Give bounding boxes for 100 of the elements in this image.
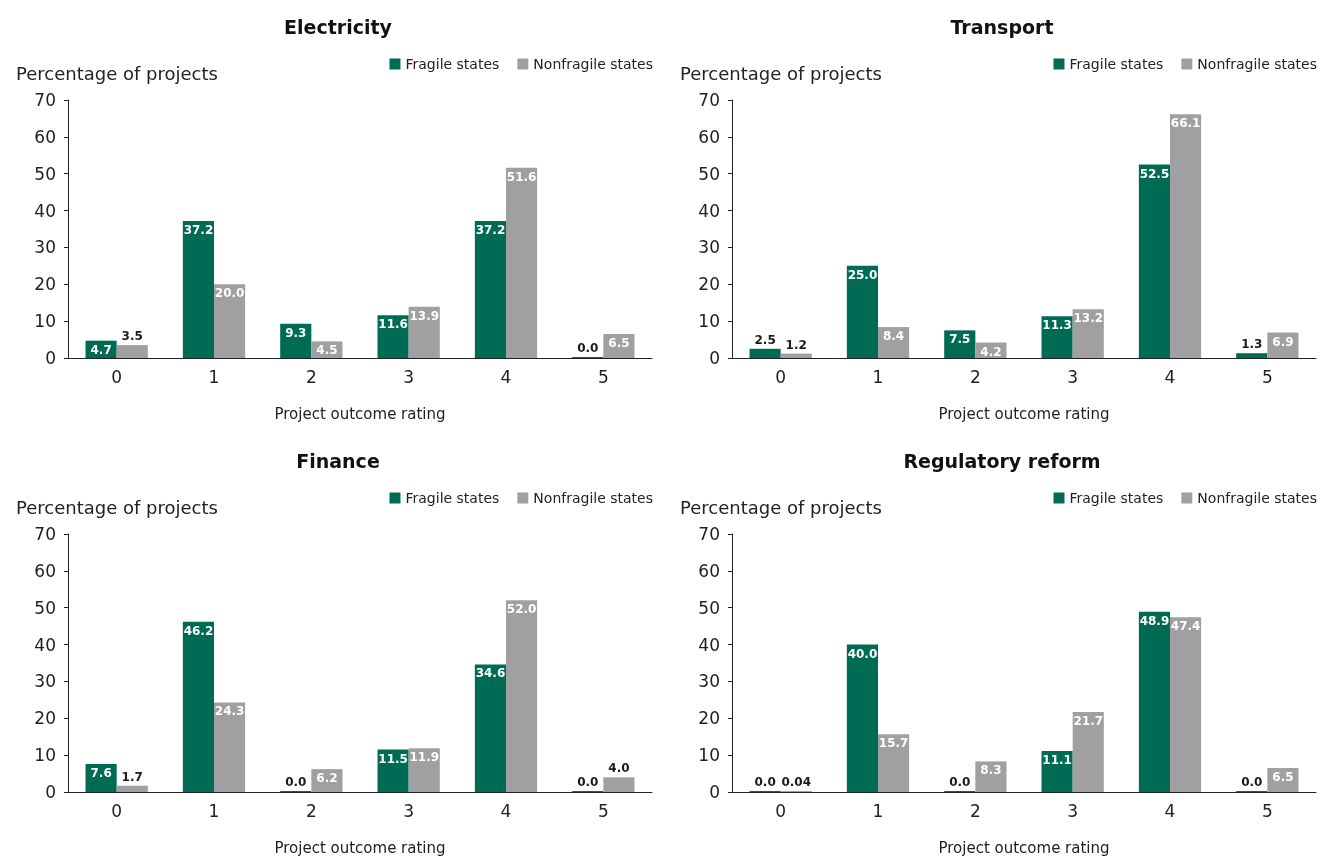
y-tick-label: 60 xyxy=(698,560,720,581)
chart-title: Finance xyxy=(296,449,380,472)
y-tick-label: 10 xyxy=(34,745,56,766)
data-label: 7.6 xyxy=(90,765,112,780)
data-label: 0.0 xyxy=(754,775,776,789)
y-tick-label: 30 xyxy=(698,237,720,258)
x-tick-label: 1 xyxy=(208,366,220,387)
data-label: 6.9 xyxy=(1272,334,1294,349)
y-tick-label: 0 xyxy=(45,348,56,368)
legend-label: Nonfragile states xyxy=(1197,490,1318,506)
x-axis-title: Project outcome rating xyxy=(274,838,446,857)
legend-label: Nonfragile states xyxy=(533,490,654,506)
data-label: 0.04 xyxy=(781,775,812,789)
y-tick-label: 70 xyxy=(698,90,720,110)
data-label: 4.7 xyxy=(90,342,112,357)
bar xyxy=(846,644,878,792)
data-label: 21.7 xyxy=(1073,714,1104,729)
y-tick-label: 50 xyxy=(34,597,56,618)
legend-label: Fragile states xyxy=(405,56,500,72)
data-label: 37.2 xyxy=(475,222,506,237)
y-tick-label: 50 xyxy=(698,597,720,618)
y-tick-label: 50 xyxy=(34,163,56,184)
x-tick-label: 2 xyxy=(969,800,981,821)
bar xyxy=(506,600,538,792)
data-label: 2.5 xyxy=(754,332,776,347)
x-tick-label: 1 xyxy=(208,800,220,821)
y-tick-label: 20 xyxy=(698,274,720,295)
legend-label: Fragile states xyxy=(1069,56,1164,72)
y-tick-label: 70 xyxy=(698,524,720,544)
legend-label: Fragile states xyxy=(1069,490,1164,506)
data-label: 52.5 xyxy=(1139,166,1170,181)
y-tick-label: 60 xyxy=(34,560,56,581)
data-label: 9.3 xyxy=(285,325,307,340)
bar xyxy=(506,167,538,358)
data-label: 4.0 xyxy=(608,761,630,776)
x-tick-label: 1 xyxy=(872,800,884,821)
bar xyxy=(878,734,910,792)
bar xyxy=(474,664,506,792)
data-label: 11.6 xyxy=(378,317,408,332)
y-tick-label: 50 xyxy=(698,163,720,184)
data-label: 1.3 xyxy=(1241,337,1263,352)
chart-title: Regulatory reform xyxy=(903,449,1101,472)
x-tick-label: 3 xyxy=(403,366,415,387)
chart-title: Transport xyxy=(950,15,1054,38)
y-axis-title: Percentage of projects xyxy=(16,62,218,84)
data-label: 47.4 xyxy=(1170,619,1201,634)
y-tick-label: 10 xyxy=(698,311,720,332)
bar xyxy=(214,284,246,358)
data-label: 11.9 xyxy=(409,750,440,765)
data-label: 8.3 xyxy=(980,763,1002,778)
data-label: 6.2 xyxy=(316,771,338,786)
legend-label: Fragile states xyxy=(405,490,500,506)
data-label: 25.0 xyxy=(847,267,878,282)
bar xyxy=(1072,309,1104,358)
y-axis-title: Percentage of projects xyxy=(680,496,882,518)
data-label: 66.1 xyxy=(1170,116,1201,131)
data-label: 0.0 xyxy=(577,341,599,355)
x-tick-label: 0 xyxy=(775,366,787,387)
y-axis-title: Percentage of projects xyxy=(16,496,218,518)
data-label: 4.5 xyxy=(316,343,338,358)
data-label: 52.0 xyxy=(506,602,537,617)
bar xyxy=(1138,164,1170,358)
y-tick-label: 30 xyxy=(698,671,720,692)
x-axis-title: Project outcome rating xyxy=(938,838,1110,857)
legend-label: Nonfragile states xyxy=(1197,56,1318,72)
x-tick-label: 5 xyxy=(1261,800,1273,821)
data-label: 46.2 xyxy=(183,623,214,638)
x-tick-label: 2 xyxy=(305,800,317,821)
data-label: 7.5 xyxy=(949,332,971,347)
data-label: 0.0 xyxy=(949,775,971,789)
data-label: 1.2 xyxy=(785,337,807,352)
x-tick-label: 4 xyxy=(500,800,512,821)
data-label: 37.2 xyxy=(183,222,214,237)
x-tick-label: 0 xyxy=(775,800,787,821)
y-tick-label: 20 xyxy=(34,274,56,295)
bar xyxy=(116,345,148,358)
data-label: 1.7 xyxy=(121,769,143,784)
bar xyxy=(1041,316,1073,358)
y-tick-label: 0 xyxy=(45,782,56,802)
data-label: 34.6 xyxy=(475,666,506,681)
bar xyxy=(1170,114,1202,358)
data-label: 51.6 xyxy=(506,169,537,184)
data-label: 0.0 xyxy=(1241,775,1263,789)
bar xyxy=(474,220,506,358)
bar xyxy=(1138,611,1170,792)
x-tick-label: 5 xyxy=(597,800,609,821)
x-tick-label: 4 xyxy=(1164,366,1176,387)
data-label: 24.3 xyxy=(214,704,245,719)
data-label: 0.0 xyxy=(577,775,599,789)
y-axis-title: Percentage of projects xyxy=(680,62,882,84)
data-label: 11.5 xyxy=(378,751,408,766)
x-axis-title: Project outcome rating xyxy=(938,404,1110,423)
data-label: 13.2 xyxy=(1073,311,1104,326)
bar xyxy=(1170,617,1202,792)
bar xyxy=(780,353,812,358)
data-label: 11.3 xyxy=(1042,318,1072,333)
legend-label: Nonfragile states xyxy=(533,56,654,72)
x-tick-label: 1 xyxy=(872,366,884,387)
data-label: 40.0 xyxy=(847,646,878,661)
bar xyxy=(182,220,214,358)
